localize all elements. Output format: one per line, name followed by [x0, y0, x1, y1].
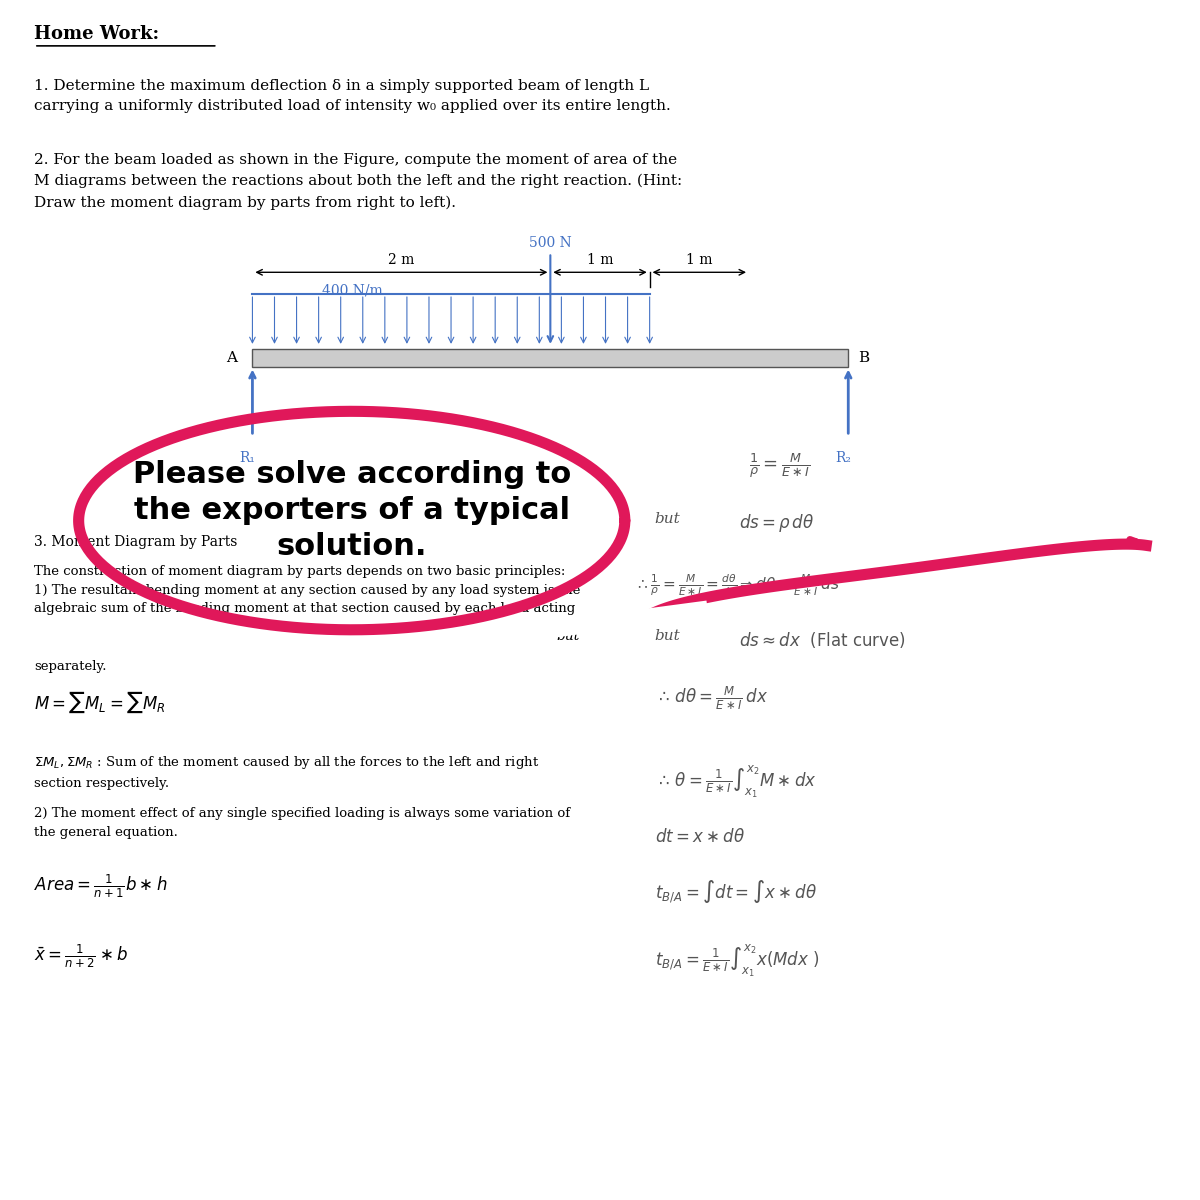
- Text: 3. Moment Diagram by Parts: 3. Moment Diagram by Parts: [34, 535, 238, 550]
- Text: 2. For the beam loaded as shown in the Figure, compute the moment of area of the: 2. For the beam loaded as shown in the F…: [34, 154, 683, 210]
- Text: 2) The moment effect of any single specified loading is always some variation of: 2) The moment effect of any single speci…: [34, 806, 570, 820]
- Text: A: A: [227, 350, 238, 365]
- Text: Please solve according to
the exporters of a typical
solution.: Please solve according to the exporters …: [133, 461, 571, 562]
- Text: 2 m: 2 m: [389, 253, 414, 268]
- Text: $\Sigma M_L, \Sigma M_R$ : Sum of the moment caused by all the forces to the lef: $\Sigma M_L, \Sigma M_R$ : Sum of the mo…: [34, 754, 539, 770]
- Text: $\therefore \, \theta = \frac{1}{E \ast I} \int_{x_1}^{x_2} M \ast dx$: $\therefore \, \theta = \frac{1}{E \ast …: [655, 764, 816, 800]
- Text: $\therefore \frac{1}{\rho} = \frac{M}{E \ast I} = \frac{d\theta}{ds} \Rightarrow: $\therefore \frac{1}{\rho} = \frac{M}{E …: [635, 572, 840, 598]
- Text: $M = \sum M_L = \sum M_R$: $M = \sum M_L = \sum M_R$: [34, 689, 166, 715]
- Text: $t_{B/A} = \frac{1}{E \ast I} \int_{x_1}^{x_2} x(Mdx\ )$: $t_{B/A} = \frac{1}{E \ast I} \int_{x_1}…: [655, 943, 820, 979]
- Text: $ds = \rho \, d\theta$: $ds = \rho \, d\theta$: [739, 511, 815, 534]
- Text: 1 m: 1 m: [587, 253, 613, 268]
- Text: The construction of moment diagram by parts depends on two basic principles:
1) : The construction of moment diagram by pa…: [34, 565, 581, 616]
- Text: $ds \approx dx$  (Flat curve): $ds \approx dx$ (Flat curve): [739, 630, 906, 649]
- Text: $Area = \frac{1}{n+1} b \ast h$: $Area = \frac{1}{n+1} b \ast h$: [34, 874, 167, 900]
- Text: R₁: R₁: [240, 451, 256, 466]
- Text: 400 N/m: 400 N/m: [322, 283, 383, 298]
- Text: $\therefore \, d\theta = \frac{M}{E \ast I} \, dx$: $\therefore \, d\theta = \frac{M}{E \ast…: [655, 684, 768, 712]
- Text: but: but: [655, 511, 680, 526]
- Text: 1. Determine the maximum deflection δ in a simply supported beam of length L
car: 1. Determine the maximum deflection δ in…: [34, 79, 671, 113]
- Text: $\frac{1}{\rho} = \frac{M}{E \ast I}$: $\frac{1}{\rho} = \frac{M}{E \ast I}$: [749, 451, 810, 480]
- Text: R₂: R₂: [835, 451, 851, 466]
- Text: but: but: [655, 629, 680, 643]
- Text: 500 N: 500 N: [529, 236, 571, 251]
- Text: the general equation.: the general equation.: [34, 827, 178, 840]
- Text: $\bar{x} = \frac{1}{n+2} \ast b$: $\bar{x} = \frac{1}{n+2} \ast b$: [34, 943, 128, 970]
- Text: section respectively.: section respectively.: [34, 776, 169, 790]
- Text: but: but: [557, 629, 580, 643]
- Text: separately.: separately.: [34, 660, 107, 672]
- Text: B: B: [858, 350, 869, 365]
- Text: 1 m: 1 m: [686, 253, 713, 268]
- FancyBboxPatch shape: [252, 349, 848, 367]
- Text: $dt = x \ast d\theta$: $dt = x \ast d\theta$: [655, 828, 745, 846]
- Text: $t_{B/A} = \int dt = \int x \ast d\theta$: $t_{B/A} = \int dt = \int x \ast d\theta…: [655, 878, 816, 905]
- Text: Home Work:: Home Work:: [34, 25, 160, 43]
